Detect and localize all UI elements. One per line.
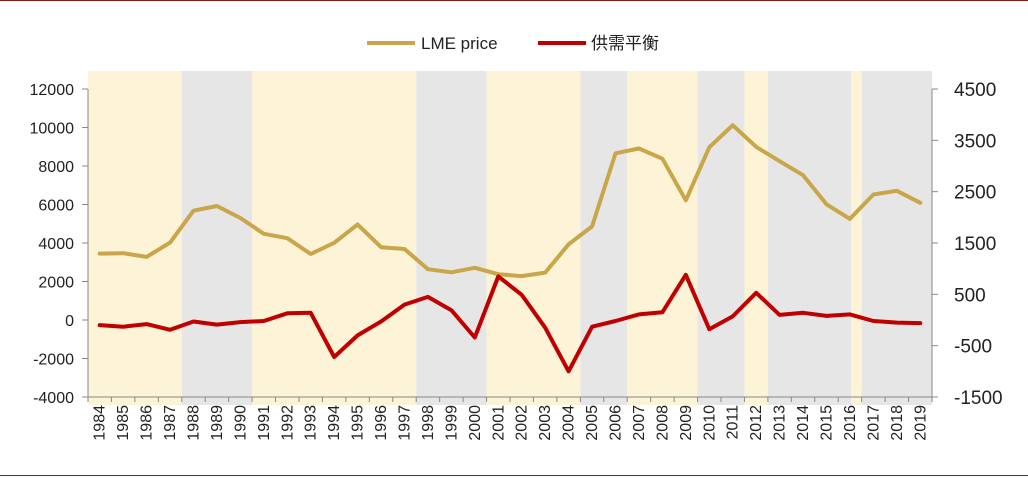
x-tick-label: 1991 xyxy=(256,405,273,441)
x-tick-label: 2019 xyxy=(912,405,929,441)
x-tick-label: 1996 xyxy=(373,405,390,441)
legend-label-supply-demand: 供需平衡 xyxy=(591,34,659,53)
x-tick-label: 1999 xyxy=(443,405,460,441)
x-tick-label: 2003 xyxy=(537,405,554,441)
right-tick-label: 2500 xyxy=(954,183,996,204)
top-rule xyxy=(0,0,1028,1)
x-tick-label: 2006 xyxy=(608,405,625,441)
left-tick-label: -2000 xyxy=(33,352,74,369)
left-tick-label: 4000 xyxy=(38,236,74,253)
x-tick-label: 2015 xyxy=(819,405,836,441)
x-tick-label: 2018 xyxy=(889,405,906,441)
shaded-period-1988-1990 xyxy=(181,71,253,405)
shaded-period-2001-2004 xyxy=(486,71,581,405)
x-tick-label: 2007 xyxy=(631,405,648,441)
x-tick-label: 1998 xyxy=(420,405,437,441)
x-tick-label: 1995 xyxy=(350,405,367,441)
x-tick-label: 1989 xyxy=(209,405,226,441)
shaded-period-2010-2011 xyxy=(697,71,745,405)
x-tick-label: 2012 xyxy=(748,405,765,441)
left-tick-label: 6000 xyxy=(38,198,74,215)
x-tick-label: 1986 xyxy=(139,405,156,441)
series-line-lme-price xyxy=(97,123,923,279)
right-tick-label: 500 xyxy=(954,285,986,306)
x-tick-label: 1992 xyxy=(279,405,296,441)
right-tick-label: 4500 xyxy=(954,80,996,101)
left-tick-label: 10000 xyxy=(30,121,75,138)
x-tick-label: 2014 xyxy=(795,405,812,441)
x-tick-label: 1997 xyxy=(397,405,414,441)
right-tick-label: -500 xyxy=(954,337,992,358)
x-tick-label: 1993 xyxy=(303,405,320,441)
x-tick-label: 2008 xyxy=(654,405,671,441)
left-tick-label: 12000 xyxy=(30,82,75,99)
x-tick-label: 2005 xyxy=(584,405,601,441)
x-tick-label: 1994 xyxy=(326,405,343,441)
x-tick-label: 1984 xyxy=(92,405,109,441)
x-tick-label: 2001 xyxy=(490,405,507,441)
shaded-period-2012-2012 xyxy=(744,71,768,405)
bottom-rule xyxy=(0,475,1028,476)
shaded-period-2016-2016 xyxy=(851,71,863,405)
shaded-period-2007-2009 xyxy=(627,71,698,405)
legend: LME price 供需平衡 xyxy=(367,34,659,53)
shaded-period-1998-2000 xyxy=(416,71,487,405)
left-tick-label: 0 xyxy=(65,313,74,330)
right-tick-label: -1500 xyxy=(954,388,1003,409)
x-tick-label: 1987 xyxy=(162,405,179,441)
x-tick-label: 2002 xyxy=(514,405,531,441)
series-lines xyxy=(97,123,923,374)
x-tick-label: 2000 xyxy=(467,405,484,441)
x-tick-label: 2016 xyxy=(842,405,859,441)
x-tick-label: 2013 xyxy=(772,405,789,441)
x-tick-label: 2011 xyxy=(725,405,742,440)
left-tick-label: 8000 xyxy=(38,159,74,176)
x-tick-label: 1988 xyxy=(186,405,203,441)
right-tick-label: 3500 xyxy=(954,131,996,152)
shaded-period-2005-2006 xyxy=(580,71,628,405)
shaded-period-2013-2016 xyxy=(767,71,852,405)
series-line-supply-demand xyxy=(97,272,923,374)
left-tick-label: -4000 xyxy=(33,390,74,407)
x-tick-label: 2009 xyxy=(678,405,695,441)
axes: 12000 10000 8000 6000 4000 2000 0 -2000 -4000 450… xyxy=(30,80,1003,441)
shaded-periods xyxy=(88,71,932,405)
shaded-period-2017-2019 xyxy=(861,71,932,405)
x-tick-label: 1985 xyxy=(115,405,132,441)
x-tick-label: 1990 xyxy=(232,405,249,441)
left-tick-label: 2000 xyxy=(38,275,74,292)
shaded-period-1984-1987 xyxy=(88,71,182,405)
x-tick-label: 2017 xyxy=(865,405,882,441)
right-tick-label: 1500 xyxy=(954,234,996,255)
x-tick-label: 2010 xyxy=(701,405,718,441)
legend-label-lme-price: LME price xyxy=(421,34,498,53)
x-tick-label: 2004 xyxy=(561,405,578,441)
